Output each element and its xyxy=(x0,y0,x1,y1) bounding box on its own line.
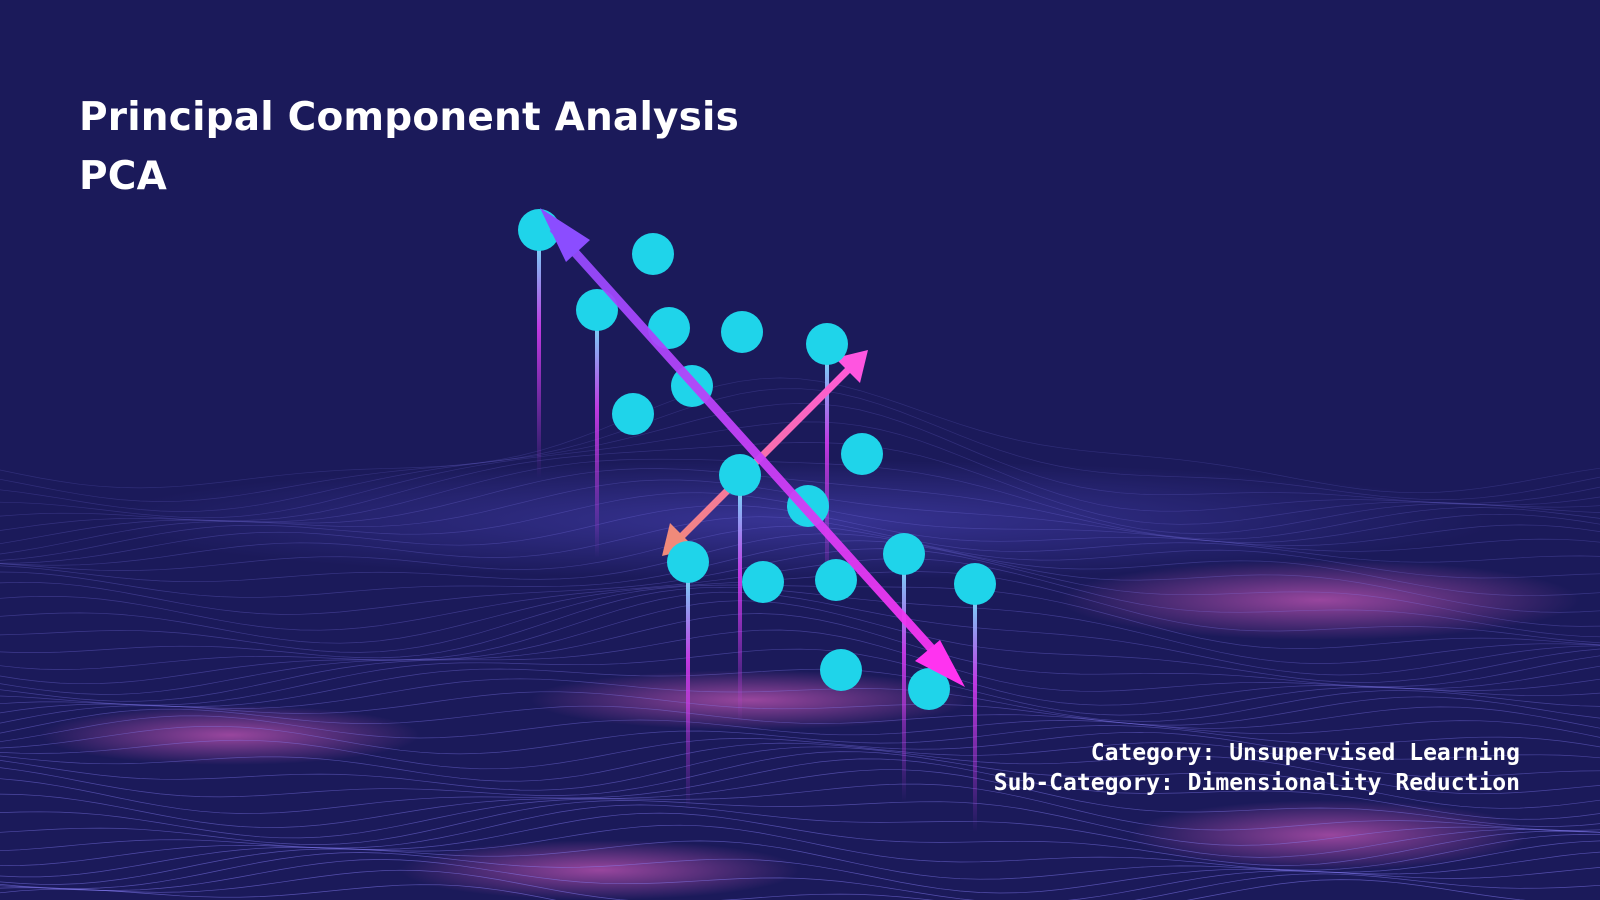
page-title: Principal Component Analysis PCA xyxy=(79,88,739,206)
data-point xyxy=(742,561,784,603)
primary-component-arrow xyxy=(540,208,965,687)
data-point xyxy=(908,668,950,710)
terrain-line xyxy=(0,388,1600,502)
terrain-line xyxy=(0,859,1600,900)
terrain-line xyxy=(0,800,1600,846)
data-point xyxy=(648,307,690,349)
point-stem xyxy=(902,572,906,802)
data-point xyxy=(576,289,618,331)
terrain-line xyxy=(0,742,1600,782)
terrain-line xyxy=(0,812,1600,867)
terrain-line xyxy=(0,571,1600,644)
terrain-line xyxy=(0,442,1600,525)
data-point xyxy=(667,541,709,583)
terrain-line xyxy=(0,600,1600,685)
terrain-line xyxy=(0,715,1600,743)
terrain-line xyxy=(0,548,1600,627)
terrain-line xyxy=(0,783,1600,839)
point-stems xyxy=(537,248,977,832)
terrain-line xyxy=(0,869,1600,900)
terrain-line xyxy=(0,525,1600,579)
terrain-line xyxy=(0,732,1600,770)
terrain-line xyxy=(0,691,1600,726)
terrain-line xyxy=(0,613,1600,695)
point-stem xyxy=(595,328,599,558)
point-stem xyxy=(686,580,690,810)
terrain-line xyxy=(0,879,1526,900)
point-stem xyxy=(537,248,541,478)
terrain-line xyxy=(0,824,1600,878)
terrain-line xyxy=(0,758,1600,820)
terrain-line xyxy=(0,533,1600,596)
data-point xyxy=(719,454,761,496)
terrain-line xyxy=(0,725,1600,755)
wave-terrain xyxy=(0,377,1600,900)
terrain-line xyxy=(0,751,1600,809)
terrain-line xyxy=(0,629,1600,702)
category-info: Category: Unsupervised Learning Sub-Cate… xyxy=(994,738,1520,798)
point-stem xyxy=(825,362,829,592)
terrain-line xyxy=(0,540,1600,613)
category-label: Category: Unsupervised Learning xyxy=(1090,740,1520,766)
data-points xyxy=(518,209,996,710)
title-line-acronym: PCA xyxy=(79,154,167,199)
terrain-line xyxy=(0,403,1600,512)
data-point xyxy=(721,311,763,353)
data-point xyxy=(815,559,857,601)
point-stem xyxy=(973,602,977,832)
terrain-line xyxy=(0,558,1600,638)
subcategory-label: Sub-Category: Dimensionality Reduction xyxy=(993,770,1520,796)
terrain-line xyxy=(0,458,1600,534)
terrain-line xyxy=(0,586,1600,664)
data-point xyxy=(883,533,925,575)
terrain-line xyxy=(0,668,1600,716)
terrain-line xyxy=(0,746,1600,795)
data-point xyxy=(632,233,674,275)
terrain-line xyxy=(0,678,1600,722)
terrain-line xyxy=(0,584,1600,653)
point-stem xyxy=(738,493,742,723)
title-line-main: Principal Component Analysis xyxy=(79,95,740,140)
terrain-line xyxy=(0,648,1600,706)
data-point xyxy=(820,649,862,691)
data-point xyxy=(841,433,883,475)
data-point xyxy=(806,323,848,365)
terrain-line xyxy=(0,468,1600,545)
terrain-line xyxy=(0,769,1600,828)
terrain-line xyxy=(0,377,1600,494)
terrain-line xyxy=(0,705,1600,734)
data-point xyxy=(954,563,996,605)
terrain-line xyxy=(0,591,1600,676)
terrain-line xyxy=(0,804,1600,858)
data-point xyxy=(612,393,654,435)
